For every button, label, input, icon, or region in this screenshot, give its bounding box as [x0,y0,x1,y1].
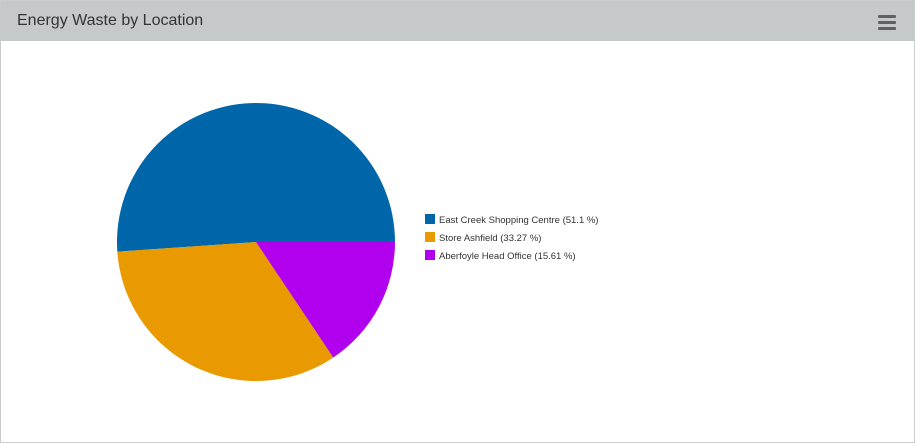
pie-slice[interactable] [117,242,334,382]
legend-swatch[interactable] [425,232,435,242]
panel-header: Energy Waste by Location [1,1,914,41]
pie-slice[interactable] [117,103,395,252]
legend-label[interactable]: East Creek Shopping Centre (51.1 %) [439,215,598,226]
panel-title: Energy Waste by Location [17,12,204,29]
pie-slice[interactable] [256,242,396,358]
menu-line [878,15,896,18]
pie-chart: East Creek Shopping Centre (51.1 %) Store… [117,103,598,382]
menu-line [878,21,896,24]
legend-label[interactable]: Aberfoyle Head Office (15.61 %) [439,251,576,262]
hamburger-menu-icon[interactable] [876,13,898,31]
legend-label[interactable]: Store Ashfield (33.27 %) [439,233,541,244]
chart-legend: East Creek Shopping Centre (51.1 %) Store… [425,214,598,262]
legend-swatch[interactable] [425,250,435,260]
pie-slices [117,103,396,382]
menu-line [878,27,896,30]
legend-swatch[interactable] [425,214,435,224]
